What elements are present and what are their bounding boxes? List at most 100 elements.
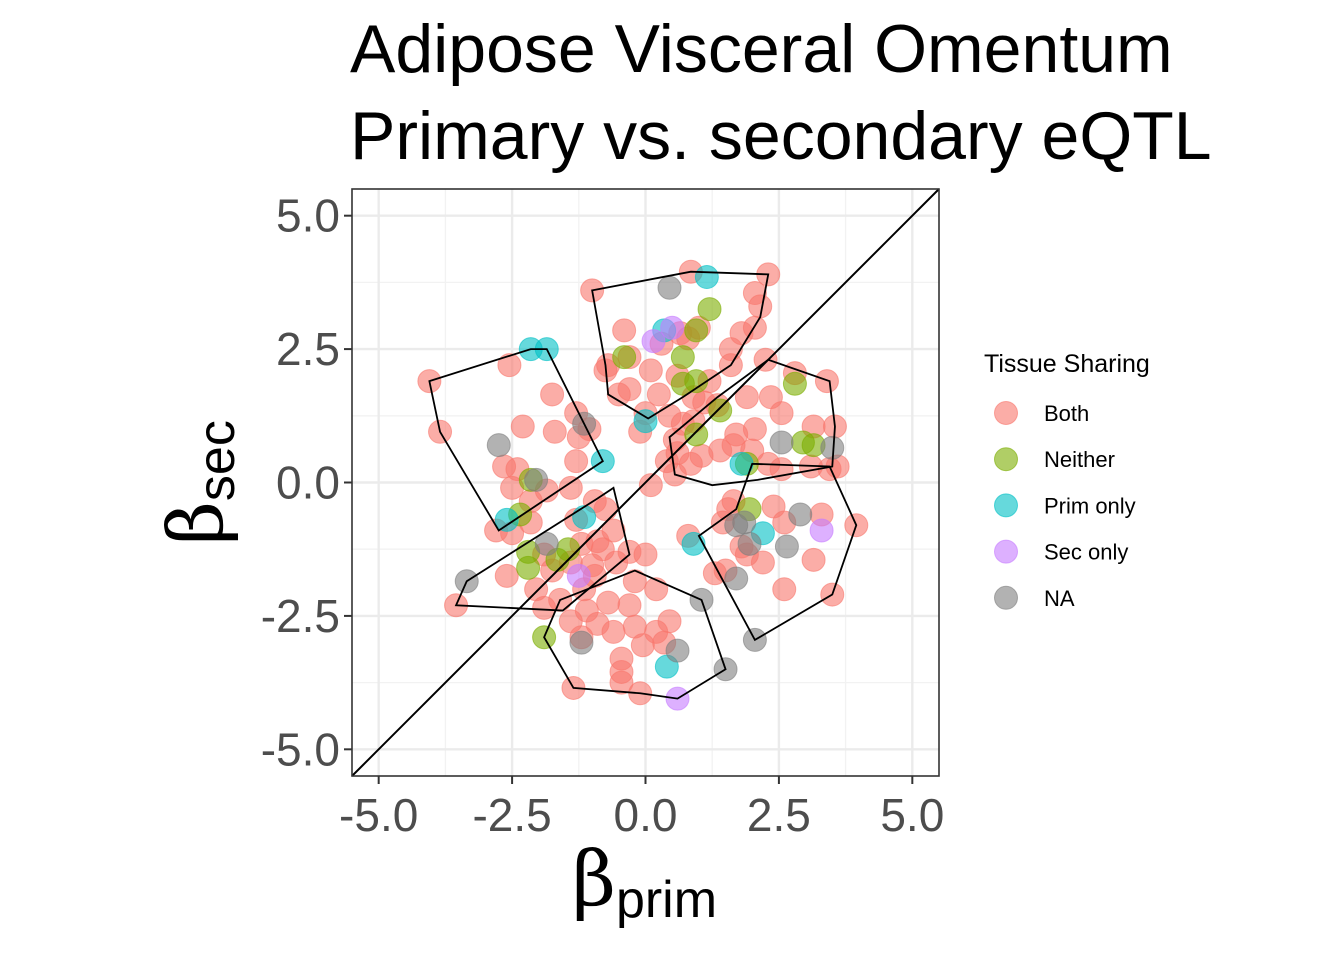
point-na [665,638,690,663]
svg-text:βprim: βprim [572,834,717,929]
point-neither [697,297,722,322]
point-both [609,670,634,695]
point-na [724,566,749,591]
point-prim-only [694,265,719,290]
point-both [558,475,583,500]
legend-title: Tissue Sharing [984,350,1150,378]
y-axis-subscript: sec [188,420,246,501]
point-both [612,318,637,343]
y-tick-label: -2.5 [261,590,340,642]
point-both [606,382,631,407]
legend-key-both [994,401,1018,425]
hull-6 [697,462,858,642]
point-both [769,401,794,426]
y-tick-label: 2.5 [276,323,340,375]
point-both [657,609,682,634]
point-na [769,430,794,455]
x-tick-label: 2.5 [747,789,811,841]
point-neither [708,398,733,423]
point-both [540,382,565,407]
point-neither [670,345,695,370]
x-axis-ticks: -5.0 -2.5 0.0 2.5 5.0 [339,776,944,841]
point-neither [684,422,709,447]
point-neither [516,555,541,580]
point-prim-only [633,409,658,434]
point-na [534,531,559,556]
point-sec-only [566,563,591,588]
point-na [657,275,682,300]
point-prim-only [494,507,519,532]
x-axis-symbol: β [572,834,616,923]
point-both [497,353,522,378]
chart-title: Adipose Visceral Omentum Primary vs. sec… [350,11,1212,174]
legend-label-prim-only: Prim only [1044,493,1136,518]
point-both [510,414,535,439]
legend-label-sec-only: Sec only [1044,540,1128,565]
hull-2 [428,348,604,532]
point-both [596,590,621,615]
x-tick-label: -2.5 [472,789,551,841]
point-both [801,547,826,572]
point-sec-only [641,329,666,354]
legend-key-prim-only [994,493,1018,518]
plot-area [351,188,940,777]
legend-label-neither: Neither [1044,447,1115,472]
point-both [494,563,519,588]
point-both [532,595,557,620]
legend-label-both: Both [1044,401,1089,426]
point-na [486,433,511,458]
point-both [633,542,658,567]
x-tick-label: 5.0 [880,789,944,841]
y-tick-label: 5.0 [276,190,340,242]
point-both [665,441,690,466]
point-sec-only [660,315,685,340]
x-axis-label: βprim [572,834,717,929]
point-sec-only [809,518,834,543]
point-both [564,449,589,474]
y-axis-ticks: -5.0 -2.5 0.0 2.5 5.0 [261,190,352,775]
point-na [737,531,762,556]
y-tick-label: 0.0 [276,457,340,509]
hull-4 [454,486,631,612]
point-na [569,630,594,655]
y-axis-label: βsec [151,420,246,545]
hull-1 [591,270,770,420]
chart-title-line-1: Adipose Visceral Omentum [350,11,1173,87]
svg-text:βsec: βsec [151,420,246,545]
point-na [788,502,813,527]
point-both [772,577,797,602]
point-prim-only [572,505,597,530]
point-na [774,534,799,559]
x-axis-subscript: prim [616,871,717,929]
legend-key-na [994,585,1018,610]
point-neither [684,318,709,343]
point-both [644,577,669,602]
legend-key-neither [994,447,1018,472]
hull-5 [543,569,727,700]
point-both [638,358,663,383]
legend-key-sec-only [994,539,1018,564]
point-neither [612,345,637,370]
x-tick-label: 0.0 [614,789,678,841]
reference-line-y-equals-x [351,188,940,777]
legend: Tissue Sharing Both Neither Prim only Sec o… [984,350,1150,611]
point-both [742,315,767,340]
chart-title-line-2: Primary vs. secondary eQTL [350,98,1212,174]
point-both [617,593,642,618]
y-axis-symbol: β [151,501,240,545]
point-both [542,419,567,444]
legend-label-na: NA [1044,586,1075,611]
point-na [732,510,757,535]
point-both [630,633,655,658]
y-tick-label: -5.0 [261,723,340,775]
point-both [734,385,759,410]
point-both [593,497,618,522]
point-prim-only [681,531,706,556]
point-both [601,518,626,543]
point-both [638,473,663,498]
point-both [601,619,626,644]
point-na [524,467,549,492]
point-neither [782,371,807,396]
x-tick-label: -5.0 [339,789,418,841]
